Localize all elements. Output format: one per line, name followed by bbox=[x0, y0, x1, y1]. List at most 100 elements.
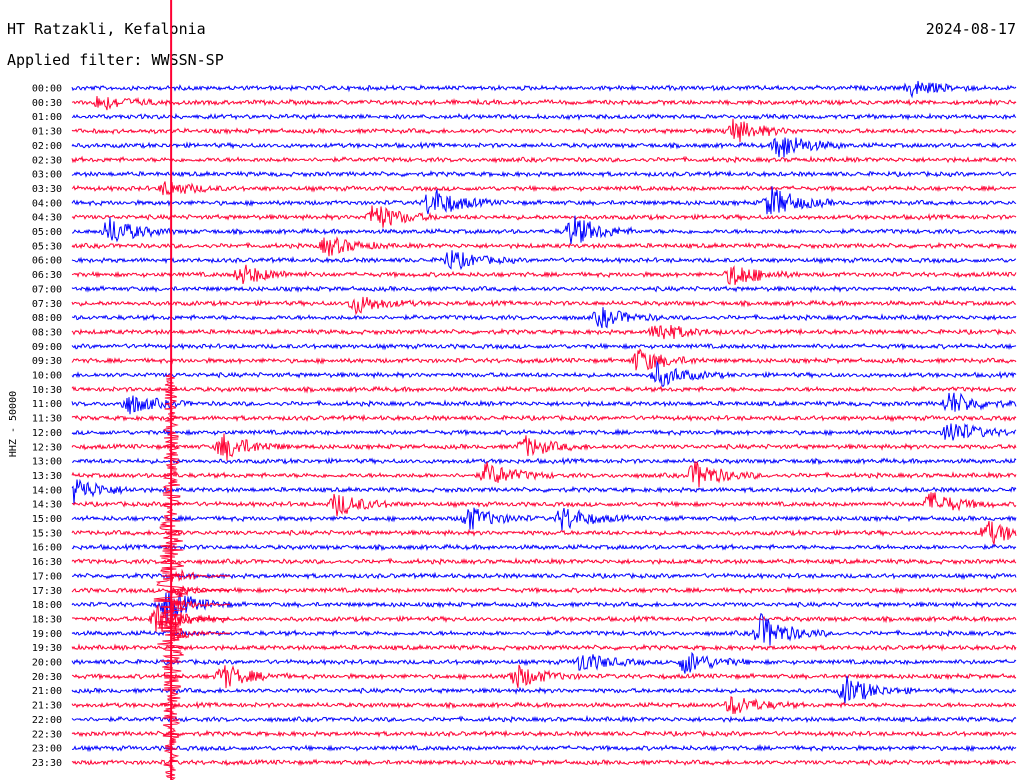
row-time-label: 20:00 bbox=[32, 658, 62, 669]
row-time-label: 12:00 bbox=[32, 428, 62, 439]
trace-row bbox=[71, 348, 1017, 371]
trace-row bbox=[71, 155, 1017, 164]
filter-label: Applied filter: WWSSN-SP bbox=[7, 51, 224, 69]
row-time-label: 19:30 bbox=[32, 643, 62, 654]
row-time-label: 16:00 bbox=[32, 543, 62, 554]
row-time-label: 15:00 bbox=[32, 514, 62, 525]
trace-row bbox=[71, 542, 1017, 552]
row-time-label: 05:30 bbox=[32, 241, 62, 252]
trace-row bbox=[71, 664, 1017, 689]
row-time-label: 01:30 bbox=[32, 127, 62, 138]
row-time-label: 03:30 bbox=[32, 184, 62, 195]
trace-row bbox=[71, 612, 1017, 646]
row-time-label: 17:00 bbox=[32, 571, 62, 582]
row-time-label: 23:00 bbox=[32, 744, 62, 755]
large-event-coda bbox=[170, 585, 231, 600]
row-time-label: 18:30 bbox=[32, 614, 62, 625]
trace-row bbox=[71, 95, 1017, 111]
row-time-label: 07:30 bbox=[32, 299, 62, 310]
trace-row bbox=[71, 592, 1017, 622]
trace-row bbox=[71, 456, 1017, 466]
row-time-label: 02:30 bbox=[32, 155, 62, 166]
trace-row bbox=[71, 236, 1017, 257]
date-label: 2024-08-17 bbox=[925, 20, 1016, 38]
row-time-label: 03:00 bbox=[32, 170, 62, 181]
row-time-label: 00:30 bbox=[32, 98, 62, 109]
row-time-label: 14:00 bbox=[32, 485, 62, 496]
trace-row bbox=[71, 296, 1017, 316]
trace-row bbox=[71, 714, 1017, 724]
row-time-label: 15:30 bbox=[32, 528, 62, 539]
row-time-label: 22:30 bbox=[32, 729, 62, 740]
trace-row bbox=[71, 342, 1017, 351]
row-time-label: 04:00 bbox=[32, 198, 62, 209]
row-time-label: 08:30 bbox=[32, 327, 62, 338]
trace-row bbox=[71, 433, 1017, 461]
trace-row bbox=[71, 80, 1017, 99]
row-time-label: 17:30 bbox=[32, 586, 62, 597]
trace-row bbox=[71, 307, 1017, 329]
row-time-label: 12:30 bbox=[32, 442, 62, 453]
row-time-label: 09:00 bbox=[32, 342, 62, 353]
trace-row bbox=[71, 264, 1017, 285]
station-title: HT Ratzakli, Kefalonia bbox=[7, 20, 206, 38]
seismogram-traces bbox=[71, 80, 1017, 767]
trace-row bbox=[71, 112, 1017, 121]
row-time-label: 04:30 bbox=[32, 213, 62, 224]
row-time-label: 14:30 bbox=[32, 500, 62, 511]
large-event-coda bbox=[170, 568, 231, 582]
row-time-label: 18:00 bbox=[32, 600, 62, 611]
row-time-label: 05:00 bbox=[32, 227, 62, 238]
large-earthquake-signal bbox=[153, 0, 231, 780]
trace-row bbox=[71, 360, 1017, 388]
trace-row bbox=[72, 215, 1017, 244]
trace-row bbox=[71, 325, 1017, 340]
row-time-label: 02:00 bbox=[32, 141, 62, 152]
trace-row bbox=[71, 169, 1017, 179]
row-time-label: 07:00 bbox=[32, 284, 62, 295]
large-event-coda bbox=[170, 625, 231, 643]
trace-row bbox=[71, 557, 1017, 566]
trace-row bbox=[71, 507, 1017, 531]
trace-row bbox=[71, 186, 1017, 215]
trace-row bbox=[71, 675, 1017, 704]
trace-row bbox=[71, 413, 1017, 423]
row-time-label: 22:00 bbox=[32, 715, 62, 726]
row-time-label: 13:30 bbox=[32, 471, 62, 482]
trace-row bbox=[71, 181, 1017, 197]
row-time-label: 00:00 bbox=[32, 84, 62, 95]
row-time-label: 16:30 bbox=[32, 557, 62, 568]
trace-row bbox=[71, 250, 1017, 271]
row-time-label: 20:30 bbox=[32, 672, 62, 683]
row-time-label: 08:00 bbox=[32, 313, 62, 324]
trace-row bbox=[71, 478, 1017, 505]
trace-row bbox=[71, 137, 1017, 158]
trace-row bbox=[71, 461, 1017, 488]
row-time-labels: 00:00 00:30 01:00 01:30 02:00 02:30 03:00 03:30… bbox=[32, 84, 62, 769]
large-event-waveform bbox=[153, 374, 187, 780]
row-time-label: 10:00 bbox=[32, 371, 62, 382]
row-time-label: 13:00 bbox=[32, 457, 62, 468]
channel-label: HHZ - 50000 bbox=[8, 391, 19, 457]
large-event-coda bbox=[170, 598, 231, 613]
trace-row bbox=[71, 651, 1017, 674]
row-time-label: 21:30 bbox=[32, 701, 62, 712]
row-time-label: 09:30 bbox=[32, 356, 62, 367]
row-time-label: 19:00 bbox=[32, 629, 62, 640]
row-time-label: 06:30 bbox=[32, 270, 62, 281]
trace-row bbox=[71, 385, 1017, 394]
trace-row bbox=[71, 285, 1017, 294]
row-time-label: 10:30 bbox=[32, 385, 62, 396]
trace-row bbox=[71, 729, 1017, 738]
row-time-label: 01:00 bbox=[32, 112, 62, 123]
row-time-label: 06:00 bbox=[32, 256, 62, 267]
trace-row bbox=[71, 643, 1017, 652]
trace-row bbox=[71, 743, 1017, 753]
trace-row bbox=[71, 492, 1017, 517]
row-time-label: 11:30 bbox=[32, 414, 62, 425]
row-time-label: 11:00 bbox=[32, 399, 62, 410]
trace-row bbox=[71, 696, 1017, 715]
trace-row bbox=[71, 205, 1017, 228]
row-time-label: 21:00 bbox=[32, 686, 62, 697]
